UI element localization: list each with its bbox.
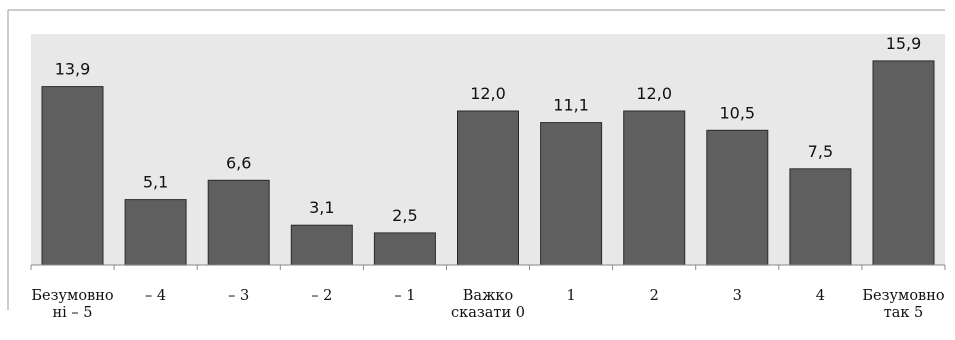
value-label: 3,1 — [309, 198, 334, 217]
x-tick-label-line: ні – 5 — [53, 305, 93, 321]
x-tick-label-line: 4 — [816, 288, 825, 304]
x-tick-label-line: – 1 — [394, 288, 415, 304]
x-tick-label: – 4 — [145, 288, 166, 304]
x-tick-label: – 1 — [394, 288, 415, 304]
x-tick-label-line: сказати 0 — [451, 305, 525, 321]
bar — [124, 199, 187, 266]
x-tick-label: 2 — [650, 288, 659, 304]
bar — [373, 232, 436, 266]
x-tick-label-line: – 3 — [228, 288, 249, 304]
x-tick-label-line: так 5 — [884, 305, 924, 321]
x-tick-label-line: 2 — [650, 288, 659, 304]
bars — [41, 60, 935, 266]
x-tick-label: Безумовно так 5 — [862, 288, 944, 321]
value-label: 2,5 — [392, 206, 417, 225]
x-tick-label: – 2 — [311, 288, 332, 304]
x-tick-label-line: Безумовно — [31, 288, 113, 304]
bar — [706, 129, 769, 266]
bar — [540, 122, 603, 266]
bar — [789, 168, 852, 266]
x-tick-label: 4 — [816, 288, 825, 304]
value-label: 11,1 — [553, 96, 589, 115]
value-label: 6,6 — [226, 153, 251, 172]
x-tick-label: – 3 — [228, 288, 249, 304]
x-tick-label-line: – 2 — [311, 288, 332, 304]
value-label: 15,9 — [886, 34, 922, 53]
value-label: 12,0 — [636, 84, 672, 103]
bar — [457, 110, 519, 266]
x-tick-label-line: Безумовно — [862, 288, 944, 304]
frame-lines — [7, 9, 945, 310]
x-axis-ticks — [30, 265, 946, 270]
bar — [623, 110, 686, 266]
value-labels: 13,9 5,1 6,6 3,1 2,5 12,0 11,1 12,0 10,5 7,5 15,9 — [55, 34, 922, 225]
x-tick-label-line: 3 — [733, 288, 742, 304]
x-tick-label: 1 — [566, 288, 575, 304]
value-label: 5,1 — [143, 173, 168, 192]
value-label: 12,0 — [470, 84, 506, 103]
x-tick-label-line: 1 — [566, 288, 575, 304]
x-tick-label: Безумовно ні – 5 — [31, 288, 113, 321]
value-label: 10,5 — [719, 103, 755, 122]
x-tick-labels: Безумовно ні – 5– 4– 3– 2– 1 Важко сказати … — [31, 288, 944, 321]
value-label: 7,5 — [808, 142, 833, 161]
value-label: 13,9 — [55, 60, 91, 79]
bar — [290, 224, 353, 266]
x-tick-label-line: Важко — [463, 288, 513, 304]
x-tick-label: 3 — [733, 288, 742, 304]
bar — [41, 86, 104, 266]
bar — [207, 179, 270, 266]
bar — [872, 60, 935, 266]
x-tick-label: Важко сказати 0 — [451, 288, 525, 321]
x-tick-label-line: – 4 — [145, 288, 166, 304]
